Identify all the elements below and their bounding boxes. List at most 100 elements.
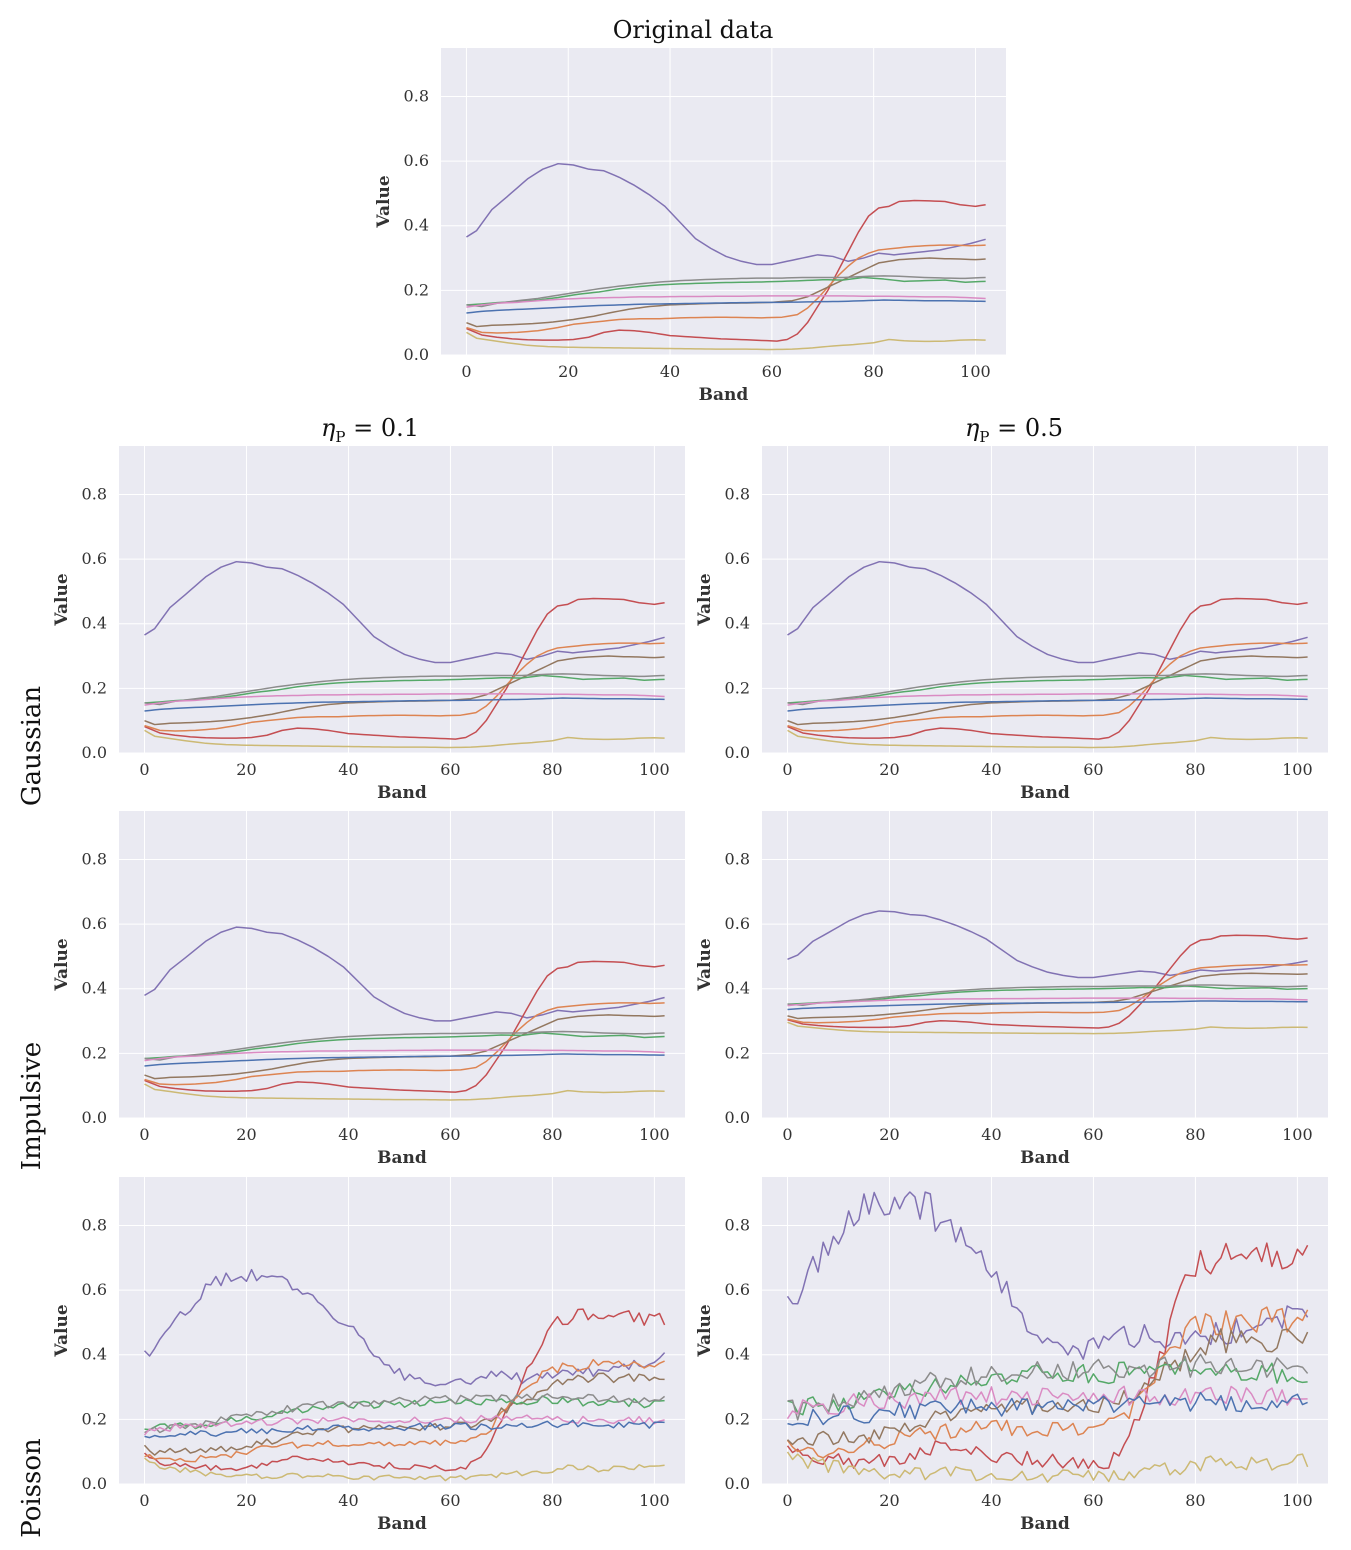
x-tick-label: 40 <box>338 1125 358 1144</box>
series-line-blue <box>787 697 1308 712</box>
series-line-purple <box>144 926 665 1022</box>
series-line-blue <box>144 697 665 712</box>
x-tick-label: 0 <box>782 1125 792 1144</box>
series-line-blue <box>144 1419 665 1439</box>
x-tick-label: 80 <box>1185 760 1205 779</box>
series-line-olive <box>466 331 986 351</box>
series-line-red <box>787 934 1308 1029</box>
x-axis-label: Band <box>377 1514 427 1534</box>
x-tick-label: 80 <box>863 362 883 381</box>
series-line-blue <box>144 1053 665 1067</box>
y-tick-label: 0.2 <box>82 1409 107 1428</box>
x-tick-label: 20 <box>236 1491 256 1510</box>
x-tick-label: 60 <box>1083 1491 1103 1510</box>
x-tick-label: 100 <box>639 760 670 779</box>
x-tick-label: 80 <box>542 760 562 779</box>
x-tick-label: 60 <box>440 1125 460 1144</box>
row-label-poisson: Poisson <box>17 1438 47 1538</box>
y-tick-label: 0.4 <box>725 979 750 998</box>
x-tick-label: 60 <box>440 1491 460 1510</box>
series-line-purple <box>787 560 1308 664</box>
x-tick-label: 80 <box>1185 1125 1205 1144</box>
y-tick-label: 0.6 <box>404 151 429 170</box>
series-line-gray <box>787 1353 1309 1421</box>
series-line-blue <box>787 1391 1308 1427</box>
y-tick-label: 0.8 <box>725 849 750 868</box>
y-axis-label: Value <box>374 175 394 228</box>
x-tick-label: 0 <box>139 1491 149 1510</box>
series-line-gray <box>144 673 665 706</box>
series-line-gray <box>787 673 1308 706</box>
eta-subscript: P <box>979 428 989 446</box>
x-tick-label: 40 <box>660 362 680 381</box>
plot-background <box>762 811 1328 1118</box>
series-line-orange <box>144 1002 665 1086</box>
x-tick-label: 60 <box>1083 760 1103 779</box>
series-line-gray <box>144 1393 666 1434</box>
y-tick-label: 0.4 <box>725 1345 750 1364</box>
series-line-purple <box>144 560 665 664</box>
eta-symbol: η <box>321 414 336 442</box>
y-axis-label: Value <box>695 938 715 991</box>
series-line-purple <box>787 910 1308 979</box>
series-line-olive <box>787 1021 1308 1035</box>
x-tick-label: 80 <box>1185 1491 1205 1510</box>
y-tick-label: 0.4 <box>82 614 107 633</box>
series-line-red <box>786 1242 1309 1470</box>
y-tick-label: 0.2 <box>404 280 429 299</box>
series-line-red <box>144 960 665 1093</box>
y-tick-label: 0.2 <box>725 1043 750 1062</box>
eta-subscript: P <box>335 428 345 446</box>
series-line-olive <box>144 729 665 749</box>
panel-impulsive-0.5: 0 20 40 60 80 100 0.0 0.2 0.4 0.6 0.8 Band Value <box>695 811 1328 1168</box>
series-line-red <box>466 199 986 342</box>
series-line-red <box>144 597 665 740</box>
series-line-green <box>787 674 1308 704</box>
x-tick-label: 100 <box>1282 1491 1313 1510</box>
x-tick-label: 100 <box>639 1125 670 1144</box>
series-line-green <box>787 985 1308 1005</box>
series-line-pink <box>466 295 986 308</box>
series-line-blue <box>787 1000 1308 1011</box>
y-tick-label: 0.8 <box>404 86 429 105</box>
y-tick-label: 0.6 <box>82 549 107 568</box>
row-label-gaussian: Gaussian <box>17 686 47 807</box>
y-axis-label: Value <box>52 938 72 991</box>
x-tick-label: 0 <box>139 760 149 779</box>
series-line-orange <box>144 1358 665 1463</box>
row-label-impulsive: Impulsive <box>17 1042 47 1170</box>
x-tick-label: 80 <box>542 1491 562 1510</box>
x-tick-label: 100 <box>1282 1125 1313 1144</box>
x-tick-label: 100 <box>960 362 991 381</box>
x-tick-label: 40 <box>338 1491 358 1510</box>
x-tick-label: 80 <box>542 1125 562 1144</box>
x-tick-label: 40 <box>981 1491 1001 1510</box>
x-tick-label: 20 <box>879 1125 899 1144</box>
x-tick-label: 20 <box>879 1491 899 1510</box>
y-tick-label: 0.6 <box>82 1280 107 1299</box>
x-tick-label: 40 <box>981 760 1001 779</box>
y-axis-label: Value <box>695 1304 715 1357</box>
y-tick-label: 0.8 <box>82 484 107 503</box>
series-line-gray <box>144 1030 665 1061</box>
x-tick-label: 0 <box>139 1125 149 1144</box>
y-tick-label: 0.2 <box>725 1409 750 1428</box>
y-tick-label: 0.2 <box>82 678 107 697</box>
y-tick-label: 0.0 <box>725 1108 750 1127</box>
y-axis-label: Value <box>695 573 715 626</box>
panel-gaussian-0.5: 0 20 40 60 80 100 0.0 0.2 0.4 0.6 0.8 Band Value <box>695 446 1328 803</box>
y-tick-label: 0.0 <box>404 345 429 364</box>
y-tick-label: 0.4 <box>404 216 429 235</box>
x-tick-label: 20 <box>879 760 899 779</box>
series-line-gray <box>466 275 986 308</box>
x-tick-label: 100 <box>639 1491 670 1510</box>
y-tick-label: 0.4 <box>82 1345 107 1364</box>
panel-poisson-0.5: 0 20 40 60 80 100 0.0 0.2 0.4 0.6 0.8 Band Value <box>695 1177 1328 1534</box>
x-tick-label: 100 <box>1282 760 1313 779</box>
series-line-olive <box>144 1457 665 1482</box>
series-line-red <box>787 597 1308 740</box>
plot-background <box>119 1177 685 1484</box>
panel-gaussian-0.1: 0 20 40 60 80 100 0.0 0.2 0.4 0.6 0.8 Band Value <box>52 446 685 803</box>
x-tick-label: 60 <box>440 760 460 779</box>
